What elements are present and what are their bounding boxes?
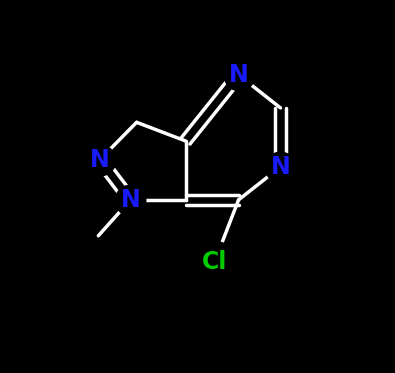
Text: N: N xyxy=(271,155,290,179)
Text: N: N xyxy=(229,63,248,87)
Text: N: N xyxy=(120,188,140,212)
Text: N: N xyxy=(90,148,110,172)
Text: Cl: Cl xyxy=(202,250,228,274)
